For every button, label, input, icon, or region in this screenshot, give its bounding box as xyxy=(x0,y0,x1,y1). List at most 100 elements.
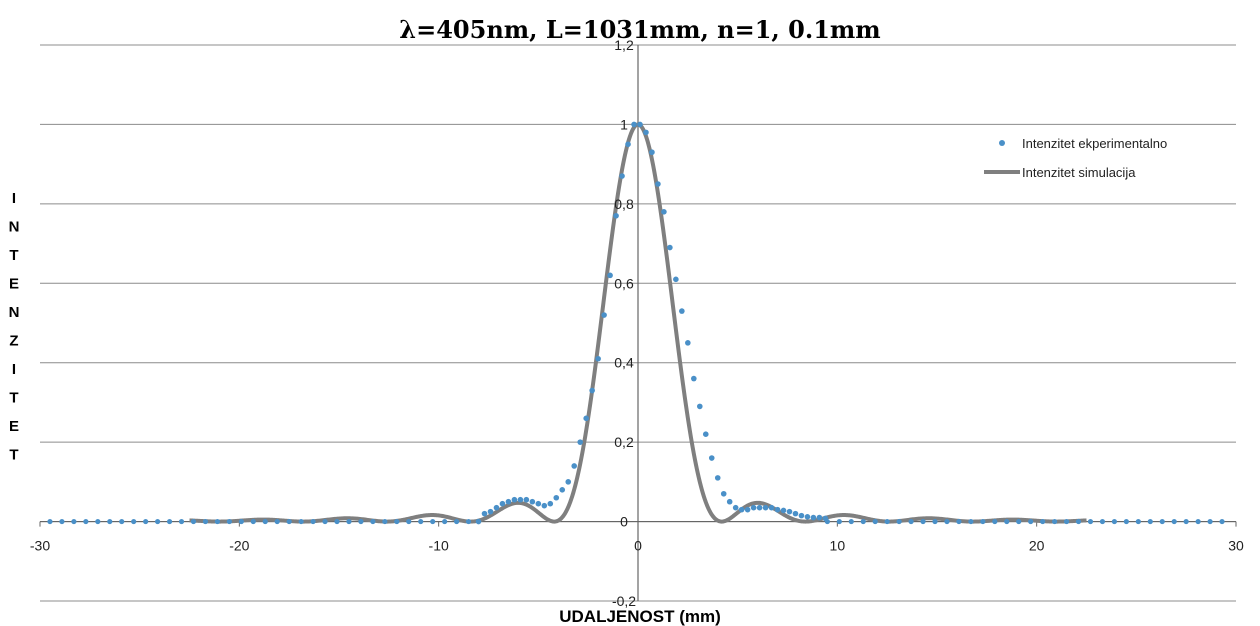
data-point-baseline xyxy=(107,518,113,525)
data-point-baseline xyxy=(860,518,866,525)
data-point-experimental xyxy=(792,510,799,517)
data-point-experimental xyxy=(750,504,757,511)
data-point-experimental xyxy=(517,496,524,503)
x-tick-label: 30 xyxy=(1228,538,1244,554)
data-point-baseline xyxy=(1063,518,1070,525)
data-point-baseline xyxy=(1052,518,1058,525)
data-point-experimental xyxy=(565,479,572,485)
data-point-experimental xyxy=(601,312,607,318)
data-point-experimental xyxy=(661,209,667,215)
data-point-experimental xyxy=(691,375,697,382)
data-point-experimental xyxy=(631,121,637,128)
data-point-baseline xyxy=(95,518,101,525)
data-point-baseline xyxy=(226,518,232,525)
data-point-experimental xyxy=(798,512,805,519)
data-point-experimental xyxy=(613,212,619,219)
data-point-baseline xyxy=(1219,518,1225,525)
data-point-baseline xyxy=(992,518,998,525)
data-point-experimental xyxy=(679,308,685,314)
data-point-baseline xyxy=(884,518,890,525)
data-point-baseline xyxy=(286,518,292,525)
chart-title: λ=405nm, L=1031mm, n=1, 0.1mm xyxy=(399,15,880,44)
y-tick-label: 1 xyxy=(620,116,628,132)
y-tick-label: 0,8 xyxy=(614,196,634,212)
series-experimental xyxy=(47,121,1225,525)
x-tick-label: 20 xyxy=(1029,538,1045,554)
y-tick-label: 0 xyxy=(620,514,628,530)
y-axis-label-letter: E xyxy=(9,276,19,293)
data-point-experimental xyxy=(685,340,691,346)
data-point-experimental xyxy=(553,494,560,501)
data-point-baseline xyxy=(370,518,376,525)
data-point-experimental xyxy=(523,496,530,503)
data-point-baseline xyxy=(1147,518,1153,525)
legend-label-experimental: Intenzitet ekperimentalno xyxy=(1022,136,1167,151)
data-point-baseline xyxy=(932,518,938,525)
data-point-experimental xyxy=(655,181,661,187)
data-point-baseline xyxy=(848,518,854,525)
data-point-experimental xyxy=(768,504,775,511)
data-point-experimental xyxy=(607,272,613,279)
data-point-baseline xyxy=(956,518,962,525)
data-point-experimental xyxy=(571,463,578,469)
y-axis-label-letter: T xyxy=(9,390,18,407)
data-point-experimental xyxy=(577,439,583,445)
data-point-baseline xyxy=(202,518,209,525)
data-point-baseline xyxy=(836,518,842,525)
data-point-baseline xyxy=(190,518,197,525)
data-point-experimental xyxy=(714,475,721,481)
data-point-experimental xyxy=(673,276,679,283)
data-point-experimental xyxy=(481,510,488,517)
data-point-experimental xyxy=(475,518,482,525)
data-point-experimental xyxy=(756,504,763,511)
y-tick-label: 0,4 xyxy=(614,355,634,371)
data-point-baseline xyxy=(394,518,400,525)
y-axis-label-letter: Z xyxy=(9,333,18,350)
data-point-experimental xyxy=(667,244,673,251)
data-point-baseline xyxy=(1195,518,1201,525)
data-point-baseline xyxy=(1135,518,1141,525)
data-point-baseline xyxy=(298,518,304,525)
data-point-baseline xyxy=(274,518,280,525)
data-point-baseline xyxy=(83,518,89,525)
data-point-baseline xyxy=(47,518,53,525)
data-point-experimental xyxy=(738,506,745,513)
data-point-baseline xyxy=(59,518,65,525)
legend-label-simulation: Intenzitet simulacija xyxy=(1022,165,1136,180)
data-point-experimental xyxy=(529,498,536,505)
data-point-experimental xyxy=(804,514,811,520)
axes xyxy=(39,45,1237,601)
y-axis-label-letter: N xyxy=(9,304,20,321)
data-point-baseline xyxy=(358,518,364,525)
data-point-experimental xyxy=(625,141,631,148)
data-point-baseline xyxy=(131,518,137,525)
data-point-baseline xyxy=(71,518,77,525)
data-point-baseline xyxy=(143,518,149,525)
data-point-baseline xyxy=(908,518,914,525)
data-point-experimental xyxy=(541,502,548,509)
data-point-baseline xyxy=(1123,518,1129,525)
data-point-baseline xyxy=(1028,518,1034,525)
data-point-baseline xyxy=(1183,518,1189,525)
y-axis-label-letter: T xyxy=(9,447,18,464)
data-point-experimental xyxy=(720,490,727,497)
data-point-experimental xyxy=(649,149,655,156)
data-point-baseline xyxy=(262,518,268,525)
data-point-baseline xyxy=(334,518,340,525)
data-point-baseline xyxy=(382,518,388,525)
data-point-baseline xyxy=(1111,518,1118,525)
y-tick-label: 1,2 xyxy=(614,37,634,53)
data-point-baseline xyxy=(920,518,926,525)
data-point-baseline xyxy=(465,518,472,525)
legend-marker-experimental xyxy=(999,140,1005,146)
data-point-baseline xyxy=(119,518,125,525)
data-point-experimental xyxy=(505,498,512,505)
data-point-experimental xyxy=(589,387,595,394)
data-point-experimental xyxy=(619,173,625,179)
data-point-baseline xyxy=(238,518,244,525)
data-point-baseline xyxy=(430,518,436,525)
data-point-baseline xyxy=(1040,518,1046,525)
y-axis-label-letter: T xyxy=(9,247,18,264)
